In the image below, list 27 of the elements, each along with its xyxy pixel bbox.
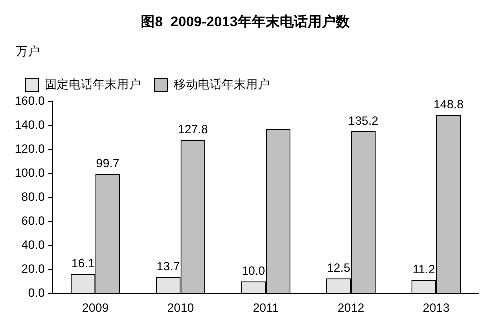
data-label: 11.2: [412, 262, 436, 276]
y-tick-label: 0.0: [28, 286, 46, 300]
data-label: 10.0: [242, 264, 266, 278]
y-tick-label: 60.0: [22, 214, 46, 228]
y-axis-title: 万户: [16, 44, 40, 58]
legend-label: 移动电话年末用户: [174, 78, 270, 92]
x-tick-label: 2013: [423, 301, 450, 316]
data-label: 135.2: [348, 114, 379, 128]
y-tick-label: 40.0: [22, 238, 46, 252]
y-tick-label: 100.0: [15, 166, 46, 180]
data-label: 99.7: [96, 156, 120, 170]
y-tick-label: 160.0: [15, 94, 46, 108]
data-label: 127.8: [178, 122, 209, 137]
x-tick-label: 2010: [167, 301, 194, 316]
y-tick-label: 140.0: [15, 118, 46, 132]
y-tick-label: 20.0: [22, 262, 46, 276]
x-tick-label: 2009: [82, 301, 110, 316]
data-label: 12.5: [327, 260, 351, 275]
chart-title: 图8 2009-2013年年末电话用户数: [141, 13, 351, 30]
data-label: 13.7: [156, 259, 180, 274]
x-tick-label: 2011: [253, 301, 280, 316]
legend-label: 固定电话年末用户: [45, 78, 141, 92]
data-label: 16.1: [72, 256, 96, 271]
y-tick-label: 80.0: [22, 190, 46, 204]
data-label: 148.8: [434, 98, 464, 112]
y-tick-label: 120.0: [15, 142, 46, 156]
x-tick-label: 2012: [338, 301, 365, 316]
